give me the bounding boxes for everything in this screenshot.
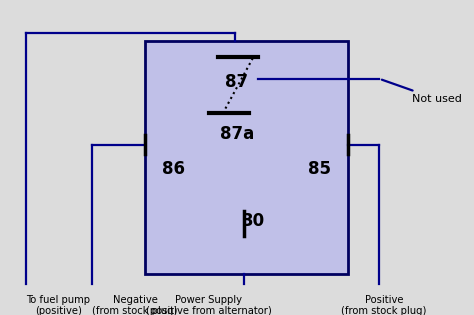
Text: 86: 86 [162, 159, 184, 178]
Text: Not used: Not used [382, 80, 462, 104]
Text: Negative
(from stock plug): Negative (from stock plug) [92, 295, 178, 315]
Text: To fuel pump
(positive): To fuel pump (positive) [26, 295, 90, 315]
Text: 87: 87 [226, 73, 248, 91]
Text: Power Supply
(positive from alternator): Power Supply (positive from alternator) [146, 295, 272, 315]
Bar [145, 41, 348, 274]
Text: Positive
(from stock plug): Positive (from stock plug) [341, 295, 427, 315]
Text: 87a: 87a [220, 125, 254, 143]
Text: 30: 30 [242, 211, 265, 230]
Text: 85: 85 [309, 159, 331, 178]
